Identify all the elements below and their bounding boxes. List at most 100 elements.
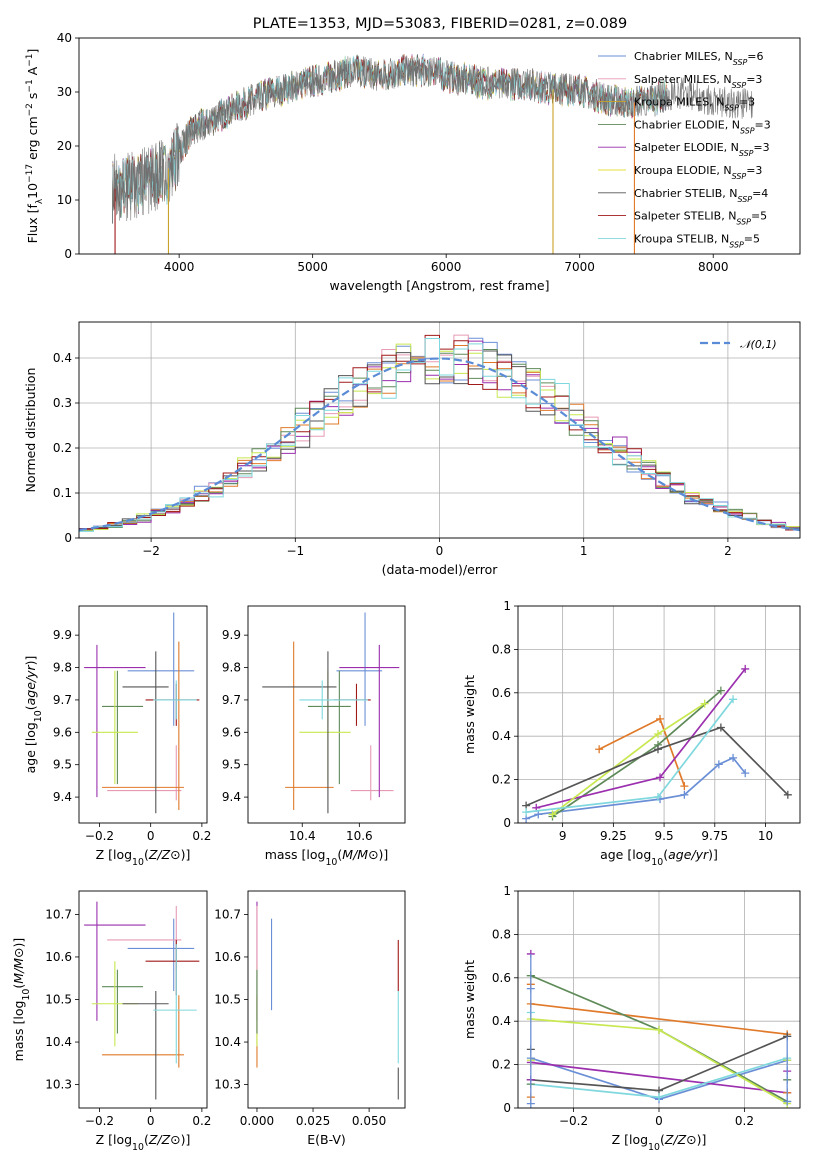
y-tick-label: 9.7 <box>222 693 241 707</box>
y-tick-label: 9.4 <box>222 790 241 804</box>
y-tick-label: 10.4 <box>45 1035 72 1049</box>
x-tick-label: 0 <box>147 1114 155 1128</box>
x-tick-label: 7000 <box>564 260 595 274</box>
y-tick-label: 1 <box>503 599 511 613</box>
y-tick-label: 0.2 <box>492 773 511 787</box>
y-tick-label: 9.8 <box>222 661 241 675</box>
y-tick-label: 0.4 <box>53 351 72 365</box>
weight-marker <box>680 790 689 799</box>
age-vs-mass-panel: 10.4 10.6 9.4 9.5 9.6 9.7 9.8 9.9 mass [log10(M/… <box>222 605 406 868</box>
spectrum-model-4 <box>112 54 667 224</box>
weight-marker <box>656 714 665 723</box>
y-tick-label: 0.8 <box>492 927 511 941</box>
weight-series <box>522 664 792 823</box>
legend-label: Kroupa STELIB, NSSP=5 <box>634 232 760 249</box>
y-tick-label: 0.6 <box>492 971 511 985</box>
weight-marker <box>714 760 723 769</box>
axes-frame <box>517 605 801 824</box>
legend-label: Salpeter STELIB, NSSP=5 <box>634 210 767 227</box>
weight-marker <box>729 753 738 762</box>
y-tick-label: 0.4 <box>492 1014 511 1028</box>
y-tick-label: 20 <box>57 139 72 153</box>
y-tick-label: 10.6 <box>214 950 241 964</box>
legend-label: Chabrier ELODIE, NSSP=3 <box>634 118 771 135</box>
weight-vs-Z-panel: −0.2 0 0.2 0 0.2 0.4 0.6 0.8 1 Z [log10(Z/Z⊙)] mas… <box>462 884 801 1153</box>
y-tick-label: 0 <box>503 1101 511 1115</box>
y-tick-label: 0.8 <box>492 642 511 656</box>
x-tick-label: 0.025 <box>296 1114 330 1128</box>
y-tick-label: 9.5 <box>53 758 72 772</box>
y-tick-label: 0 <box>64 247 72 261</box>
histograms <box>79 334 800 533</box>
x-tick-label: 10.6 <box>346 829 373 843</box>
x-tick-label: 0 <box>436 544 444 558</box>
y-tick-label: 9.6 <box>222 725 241 739</box>
axes-frame <box>78 321 801 539</box>
x-tick-label: 0 <box>655 1114 663 1128</box>
x-tick-label: −0.2 <box>85 829 114 843</box>
gaussian-curve <box>79 357 800 532</box>
x-axis-label: age [log10(age/yr)] <box>600 847 718 868</box>
weight-marker <box>741 664 750 673</box>
x-tick-label: 0.050 <box>352 1114 386 1128</box>
weight-marker <box>680 782 689 791</box>
y-tick-label: 10.3 <box>45 1078 72 1092</box>
spectrum-observed <box>112 55 754 224</box>
y-tick-label: 30 <box>57 85 72 99</box>
x-tick-label: 0.2 <box>192 829 211 843</box>
y-tick-label: 10.6 <box>45 950 72 964</box>
x-tick-label: −2 <box>142 544 160 558</box>
weight-marker <box>595 745 604 754</box>
x-axis-label: wavelength [Angstrom, rest frame] <box>329 278 549 293</box>
weight-line-5 <box>525 726 789 807</box>
x-tick-label: 2 <box>724 544 732 558</box>
y-tick-label: 0.6 <box>492 686 511 700</box>
y-tick-label: 10.7 <box>45 907 72 921</box>
y-tick-label: 0 <box>64 531 72 545</box>
weight-marker <box>548 810 557 819</box>
spectrum-model-0 <box>112 53 667 224</box>
weight-marker <box>655 1093 663 1102</box>
spectrum-model-2 <box>112 54 667 224</box>
x-tick-label: 9.75 <box>701 829 728 843</box>
error-bars <box>84 612 200 814</box>
x-tick-label: 1 <box>580 544 588 558</box>
y-tick-label: 0.1 <box>53 486 72 500</box>
legend-label: Salpeter ELODIE, NSSP=3 <box>634 141 770 158</box>
y-tick-label: 9.7 <box>53 693 72 707</box>
weight-line-4 <box>551 702 706 815</box>
y-tick-label: 9.9 <box>53 628 72 642</box>
y-tick-label: 0.4 <box>492 729 511 743</box>
y-tick-label: 0 <box>503 816 511 830</box>
x-tick-label: 4000 <box>164 260 195 274</box>
x-axis-label: Z [log10(Z/Z⊙)] <box>96 847 191 868</box>
y-axis-label: mass weight <box>462 960 477 1039</box>
age-vs-Z-panel: −0.2 0 0.2 9.4 9.5 9.6 9.7 9.8 9.9 Z [log10(Z/Z⊙)… <box>23 605 211 868</box>
axes-frame <box>247 605 406 824</box>
x-tick-label: 5000 <box>297 260 328 274</box>
axes-frame <box>78 890 208 1109</box>
y-tick-label: 1 <box>503 884 511 898</box>
weight-marker <box>716 686 725 695</box>
legend-label: Chabrier STELIB, NSSP=4 <box>634 187 768 204</box>
axes-frame <box>78 37 801 255</box>
x-tick-label: 0.2 <box>192 1114 211 1128</box>
spectrum-lines <box>112 53 754 254</box>
y-tick-label: 0.2 <box>492 1058 511 1072</box>
mass-vs-Z-panel: −0.2 0 0.2 10.3 10.4 10.5 10.6 10.7 Z [log10(Z/Z… <box>11 890 211 1153</box>
y-axis-label: age [log10(age/yr)] <box>23 656 44 774</box>
weight-line-1 <box>530 1002 788 1036</box>
legend-label: Kroupa ELODIE, NSSP=3 <box>634 164 762 181</box>
x-tick-label: 6000 <box>431 260 462 274</box>
y-tick-label: 0.3 <box>53 396 72 410</box>
x-tick-label: 8000 <box>698 260 729 274</box>
y-tick-label: 10.7 <box>214 907 241 921</box>
y-axis-label: Flux [fλ10−17 erg cm−2 s−1 A−1] <box>25 49 45 244</box>
histogram-8 <box>79 338 800 533</box>
mass-vs-ebv-panel: 0.000 0.025 0.050 10.3 10.4 10.5 10.6 10.7 E(B-V… <box>214 890 406 1147</box>
weight-marker <box>522 808 531 817</box>
legend-label: Kroupa MILES, NSSP=3 <box>634 96 755 113</box>
y-tick-label: 10.5 <box>45 993 72 1007</box>
x-tick-label: 10.4 <box>289 829 316 843</box>
weight-marker <box>656 773 665 782</box>
